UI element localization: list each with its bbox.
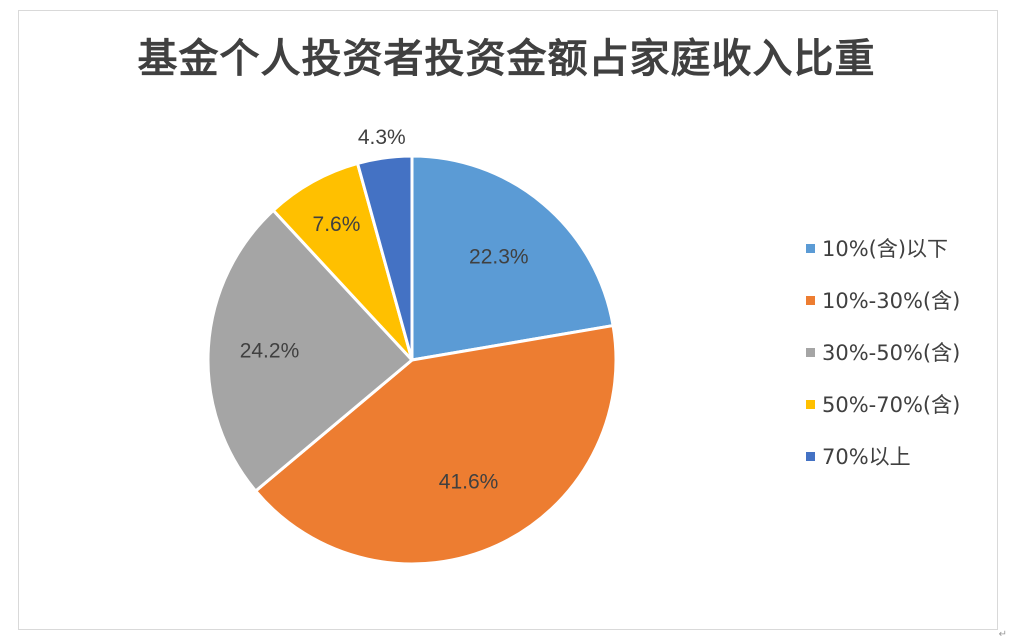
legend-swatch bbox=[806, 295, 815, 305]
legend-label: 70%以上 bbox=[822, 445, 911, 469]
pie-slice bbox=[271, 161, 414, 362]
pie-slice bbox=[206, 208, 414, 493]
pie-data-label: 7.6% bbox=[313, 213, 361, 236]
legend-swatch bbox=[806, 243, 815, 253]
legend-label: 10%-30%(含) bbox=[822, 289, 961, 313]
pie-data-label: 24.2% bbox=[240, 340, 300, 363]
legend-item: 10%(含)以下 bbox=[806, 222, 960, 274]
legend-label: 30%-50%(含) bbox=[822, 341, 961, 365]
pie-slice bbox=[254, 324, 618, 566]
pie-data-labels: 22.3% 41.6% 24.2% 7.6% 4.3% bbox=[240, 126, 529, 494]
legend-item: 70%以上 bbox=[806, 430, 960, 482]
legend-swatch bbox=[806, 347, 815, 357]
legend-swatch bbox=[806, 451, 815, 461]
legend-item: 10%-30%(含) bbox=[806, 274, 960, 326]
pie-data-label: 22.3% bbox=[469, 246, 529, 269]
pie-data-label: 4.3% bbox=[358, 126, 406, 149]
chart-title: 基金个人投资者投资金额占家庭收入比重 bbox=[137, 36, 876, 82]
legend-item: 50%-70%(含) bbox=[806, 378, 960, 430]
legend-swatch bbox=[806, 399, 815, 409]
legend-item: 30%-50%(含) bbox=[806, 326, 960, 378]
legend: 10%(含)以下 10%-30%(含) 30%-50%(含) 50%-70%(含) 70… bbox=[806, 222, 960, 482]
legend-label: 10%(含)以下 bbox=[822, 237, 949, 261]
pie-slice bbox=[410, 154, 615, 362]
return-mark-icon: ↵ bbox=[998, 629, 1007, 640]
pie-slice bbox=[356, 154, 414, 362]
pie-data-label: 41.6% bbox=[439, 471, 499, 494]
legend-label: 50%-70%(含) bbox=[822, 393, 961, 417]
pie-slices bbox=[206, 154, 618, 566]
